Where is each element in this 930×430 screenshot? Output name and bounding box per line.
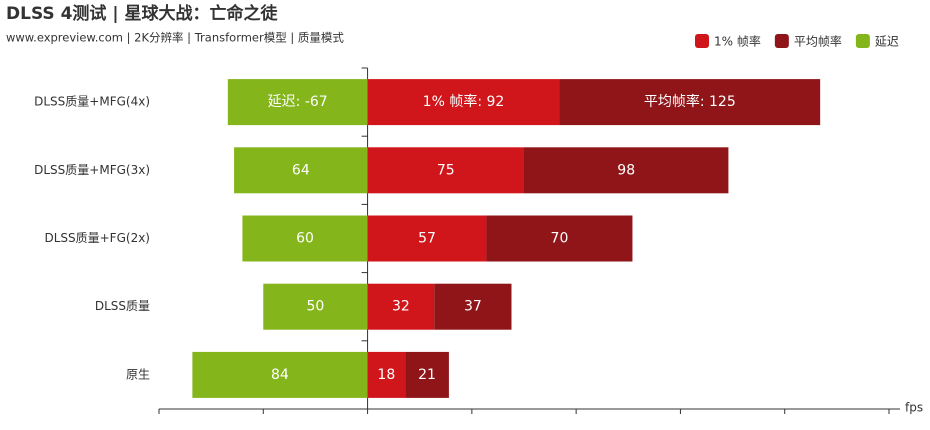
legend-swatch [774,34,789,48]
bar-label: 84 [271,367,289,383]
bar [486,215,633,262]
bar-label: 1% 帧率: 92 [423,93,505,110]
bar [434,283,512,330]
bar-label: 64 [292,162,310,178]
y-tick-label: DLSS质量 [95,299,150,313]
bar [263,283,368,330]
bar-label: 18 [377,367,395,383]
bar-label: 21 [418,367,436,383]
bar-label: 98 [617,162,635,178]
legend-swatch [855,34,870,48]
bar [367,215,487,262]
bar [524,147,729,194]
bar-label: 60 [296,231,314,247]
bar [192,351,368,398]
legend-label: 延迟 [875,35,899,49]
y-tick-label: DLSS质量+MFG(3x) [34,163,150,177]
chart-title: DLSS 4测试 | 星球大战：亡命之徒 [6,3,278,24]
bar [367,283,435,330]
x-axis-label: fps [905,401,923,415]
bar [405,351,449,398]
legend-swatch [695,34,709,48]
bar-label: 延迟: -67 [268,94,328,110]
chart-subtitle: www.expreview.com | 2K分辨率 | Transformer模… [6,31,344,45]
bar-label: 50 [307,299,325,315]
legend-label: 1% 帧率 [714,34,761,49]
bar-label: 37 [464,299,482,315]
y-tick-label: DLSS质量+MFG(4x) [34,95,150,109]
bar-label: 32 [392,299,410,315]
bar [367,351,406,398]
y-tick-label: DLSS质量+FG(2x) [44,231,150,245]
bar-label: 57 [418,231,436,247]
bar [559,79,821,126]
legend-label: 平均帧率 [794,34,842,49]
y-tick-label: 原生 [126,367,150,381]
bar [367,147,524,194]
bar [234,147,368,194]
bar [367,79,560,126]
bar-label: 70 [551,231,569,247]
bar [227,79,368,126]
bar-label: 75 [437,162,455,178]
bar [242,215,368,262]
bar-label: 平均帧率: 125 [644,93,736,110]
